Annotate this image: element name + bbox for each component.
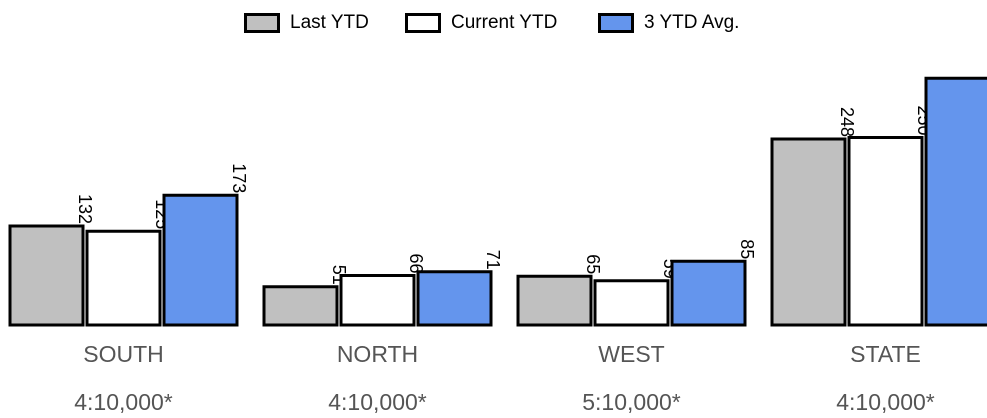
bar-north-last-ytd xyxy=(262,285,339,327)
legend-swatch-last-ytd xyxy=(244,13,280,33)
ratio-label-north: 4:10,000* xyxy=(328,389,427,415)
ratio-label-state: 4:10,000* xyxy=(836,389,935,415)
category-label-south: SOUTH xyxy=(83,341,164,367)
ratio-label-west: 5:10,000* xyxy=(582,389,681,415)
bar-value-north-current-ytd: 66 xyxy=(406,253,426,273)
bar-value-west-3-ytd-avg: 85 xyxy=(737,239,757,259)
category-label-north: NORTH xyxy=(337,341,418,367)
bar-south-last-ytd xyxy=(8,224,85,327)
bar-value-south-last-ytd: 132 xyxy=(75,194,95,224)
bar-value-north-3-ytd-avg: 71 xyxy=(483,250,503,270)
legend: Last YTD Current YTD 3 YTD Avg. xyxy=(0,8,987,38)
bar-state-last-ytd xyxy=(770,137,847,327)
legend-swatch-3ytd-avg xyxy=(598,13,634,33)
legend-label-current-ytd: Current YTD xyxy=(451,12,558,33)
legend-item-current-ytd: Current YTD xyxy=(405,8,557,38)
bar-west-last-ytd xyxy=(516,274,593,327)
bar-south-3-ytd-avg xyxy=(162,193,239,327)
bar-value-south-3-ytd-avg: 173 xyxy=(229,163,249,193)
bar-north-current-ytd xyxy=(339,274,416,327)
category-label-state: STATE xyxy=(850,341,921,367)
legend-item-3ytd-avg: 3 YTD Avg. xyxy=(598,8,739,38)
legend-swatch-current-ytd xyxy=(405,13,441,33)
bar-value-state-last-ytd: 248 xyxy=(837,107,857,137)
bar-south-current-ytd xyxy=(85,229,162,327)
category-label-west: WEST xyxy=(598,341,664,367)
legend-label-last-ytd: Last YTD xyxy=(290,12,369,33)
bar-value-west-last-ytd: 65 xyxy=(583,254,603,274)
bar-state-3-ytd-avg xyxy=(924,76,987,327)
legend-label-3ytd-avg: 3 YTD Avg. xyxy=(644,12,740,33)
bar-west-current-ytd xyxy=(593,279,670,327)
bar-west-3-ytd-avg xyxy=(670,259,747,327)
ratio-label-south: 4:10,000* xyxy=(74,389,173,415)
bar-state-current-ytd xyxy=(847,136,924,327)
bar-north-3-ytd-avg xyxy=(416,270,493,327)
legend-item-last-ytd: Last YTD xyxy=(244,8,369,38)
